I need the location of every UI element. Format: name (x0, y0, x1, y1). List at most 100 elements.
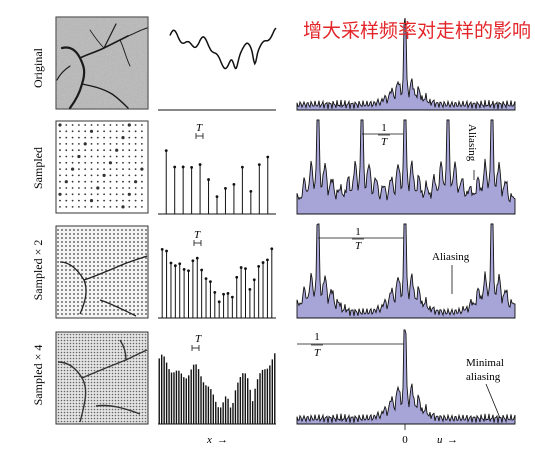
sample-dot (96, 161, 99, 164)
sample-dot (103, 199, 105, 202)
sample-dot (141, 199, 143, 202)
sample-dot (141, 206, 143, 208)
sample-dot (65, 199, 68, 202)
sample-dot (122, 155, 124, 158)
row-label-sampled: Sampled (31, 147, 45, 189)
sample-dot (71, 180, 74, 183)
sample-dot (109, 149, 112, 152)
sample-dot (141, 149, 143, 152)
sample-dot (127, 123, 131, 127)
sample-dot (96, 155, 99, 158)
sample-dot (78, 149, 80, 152)
sample-x2-tip (187, 269, 190, 273)
sample-dot (96, 186, 100, 190)
sample-dot (65, 174, 68, 177)
sample-dot (115, 206, 118, 208)
sample-dot (103, 193, 105, 196)
sample-dot (128, 136, 131, 139)
sample-frequency-marker-x2: 1 T (318, 226, 404, 252)
sample-x2-tip (195, 256, 199, 260)
sample-dot (128, 155, 131, 158)
sample-dot (78, 124, 80, 126)
sample-dot (89, 199, 94, 203)
sample-dot (90, 136, 93, 139)
sample-dot (134, 174, 137, 177)
sampled-signal-plot: T (158, 122, 276, 215)
sample-dot (59, 180, 61, 183)
sample-dot (103, 180, 105, 183)
sample-dot (59, 136, 61, 139)
sample-dot (83, 142, 87, 146)
sample-dot (78, 199, 80, 202)
sample-dot (141, 124, 143, 126)
sample-dot (115, 168, 118, 171)
sample-dot (71, 130, 74, 133)
sample-dot (141, 136, 143, 139)
sample-dot (128, 168, 131, 171)
aliasing-label-sampled-x2: Aliasing (432, 251, 470, 263)
sample-dot (134, 193, 137, 196)
sample-dot (109, 206, 112, 208)
sample-frequency-marker-x4: 1 T (297, 331, 404, 359)
sample-x2-tip (182, 267, 186, 271)
sample-dot (115, 124, 118, 126)
sample-dot (78, 180, 80, 183)
sample-x2-tip (213, 291, 217, 294)
sample-dot (122, 143, 124, 145)
sample-dot (84, 174, 87, 177)
sample-dot (115, 180, 118, 183)
sample-dot (78, 136, 80, 139)
sample-x2-tip (178, 262, 182, 266)
sample-dot (122, 168, 124, 171)
sample-dot (134, 180, 138, 184)
sample-dot (84, 206, 87, 208)
sample-dot (78, 193, 80, 196)
sample-dot (122, 149, 124, 152)
sample-tip (173, 165, 177, 169)
sample-x2-tip (235, 275, 239, 279)
sample-dot (109, 168, 112, 171)
sample-x2-tip (191, 259, 195, 263)
sample-x2-tip (244, 267, 247, 271)
sample-dot (128, 149, 131, 152)
sample-dot (128, 161, 131, 164)
sample-dot (65, 168, 68, 171)
sample-dot (90, 180, 93, 183)
sample-dot (78, 174, 80, 177)
sample-dot (89, 129, 94, 133)
sample-dot (90, 187, 93, 189)
sample-dot (78, 143, 80, 145)
freq-numerator: 1 (381, 122, 387, 134)
sample-dot (109, 136, 112, 139)
u-axis-arrow: → (447, 434, 458, 446)
sample-dot (140, 167, 144, 171)
sample-dot (78, 187, 80, 189)
spatial-axis-label: x → (206, 434, 228, 446)
sample-x2-tip (261, 261, 265, 264)
sample-dot (134, 143, 137, 145)
sample-dot (109, 180, 112, 183)
sample-x2-tip (217, 300, 221, 304)
spectrum-sampled: 1 T Aliasing (296, 119, 516, 215)
sample-dot (77, 154, 81, 159)
sample-dot (141, 130, 143, 133)
sample-dot (122, 187, 124, 189)
sample-x2-tip (230, 295, 234, 299)
sample-tip (232, 182, 236, 186)
minimal-aliasing-line2: aliasing (466, 371, 501, 383)
sample-dot (78, 168, 80, 171)
sample-dot (122, 124, 124, 126)
sample-dot (96, 143, 99, 145)
sample-dot (134, 206, 137, 208)
sample-dot (134, 161, 137, 164)
sample-dot (65, 130, 68, 133)
sample-dot (96, 136, 99, 139)
sample-tip (207, 178, 210, 181)
sample-dot (71, 193, 74, 196)
freq-numerator-x2: 1 (355, 226, 361, 238)
spectrum-sampled-x4: 1 T Minimal aliasing (296, 329, 516, 425)
sample-dot (96, 174, 99, 177)
sample-dot (96, 149, 99, 152)
sample-dot (65, 136, 68, 139)
sample-dot (59, 161, 61, 164)
